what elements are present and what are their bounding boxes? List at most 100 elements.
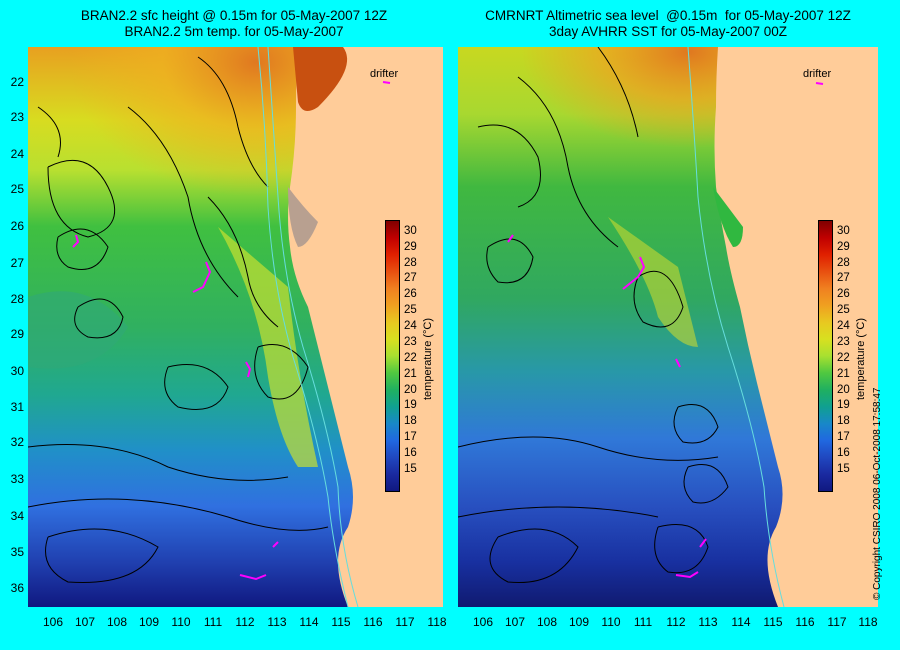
left-map-panel[interactable] xyxy=(28,47,443,607)
right-map-svg xyxy=(458,47,878,607)
left-dark-land xyxy=(293,47,348,111)
lon-label: 113 xyxy=(698,615,718,629)
right-coastal-green xyxy=(713,187,743,247)
lat-label: 23 xyxy=(10,110,24,124)
colorbar-tick-label: 30 xyxy=(837,224,850,237)
lon-label: 116 xyxy=(363,615,383,629)
left-map-svg xyxy=(28,47,443,607)
lon-label: 108 xyxy=(536,615,558,629)
left-coast-land xyxy=(288,47,443,607)
colorbar-title: temperature (°C) xyxy=(422,317,434,400)
colorbar-tick-label: 28 xyxy=(404,256,417,269)
colorbar-tick-label: 27 xyxy=(837,272,850,285)
lat-label: 24 xyxy=(10,147,24,161)
left-title-line1: BRAN2.2 sfc height @ 0.15m for 05-May-20… xyxy=(80,8,388,23)
lat-label: 32 xyxy=(10,435,24,449)
colorbar-tick-label: 27 xyxy=(404,272,417,285)
lon-label: 118 xyxy=(858,615,878,629)
left-drifter-label: drifter xyxy=(370,68,399,80)
colorbar-tick-label: 22 xyxy=(837,351,850,364)
left-contour-lines xyxy=(28,56,329,584)
lon-label: 117 xyxy=(395,615,415,629)
right-title-line2: 3day AVHRR SST for 05-May-2007 00Z xyxy=(548,24,788,39)
colorbar-gradient xyxy=(385,220,400,492)
copyright-text: © Copyright CSIRO 2008 06-Oct-2008 17:58… xyxy=(872,387,883,601)
right-coast-land xyxy=(714,47,878,607)
colorbar-tick-label: 20 xyxy=(837,383,850,396)
colorbar-tick-label: 15 xyxy=(837,463,850,475)
lat-label: 28 xyxy=(10,292,24,306)
lat-label: 36 xyxy=(10,581,24,595)
lon-label: 114 xyxy=(731,615,751,629)
lon-label: 106 xyxy=(42,615,64,629)
lat-label: 22 xyxy=(10,75,24,89)
colorbar-tick-label: 23 xyxy=(404,335,417,348)
left-panel-title: BRAN2.2 sfc height @ 0.15m for 05-May-20… xyxy=(28,8,440,40)
right-drifters xyxy=(507,82,824,579)
colorbar-title: temperature (°C) xyxy=(855,317,867,400)
lon-label: 110 xyxy=(171,615,191,629)
colorbar-tick-label: 24 xyxy=(404,320,417,333)
right-bathymetry-lines xyxy=(687,47,785,607)
colorbar-tick-label: 25 xyxy=(837,304,850,317)
right-contour-lines xyxy=(458,47,729,584)
lat-label: 25 xyxy=(10,182,24,196)
colorbar-tick-label: 16 xyxy=(837,447,850,460)
colorbar-tick-label: 29 xyxy=(837,240,850,253)
lon-label: 113 xyxy=(267,615,287,629)
lon-label: 118 xyxy=(427,615,447,629)
lat-label: 33 xyxy=(10,472,24,486)
lon-label: 117 xyxy=(827,615,847,629)
colorbar-tick-label: 21 xyxy=(404,367,417,380)
lon-label: 112 xyxy=(235,615,255,629)
lat-label: 29 xyxy=(10,327,24,341)
lon-label: 108 xyxy=(106,615,128,629)
colorbar-tick-label: 17 xyxy=(837,431,850,444)
colorbar-tick-label: 18 xyxy=(404,415,417,428)
colorbar-tick-label: 30 xyxy=(404,224,417,237)
colorbar-tick-label: 16 xyxy=(404,447,417,460)
left-grey-land xyxy=(288,187,318,247)
right-panel-title: CMRNRT Altimetric sea level @0.15m for 0… xyxy=(458,8,878,40)
lon-label: 115 xyxy=(763,615,783,629)
right-drifter-label: drifter xyxy=(803,68,832,80)
colorbar-tick-label: 20 xyxy=(404,383,417,396)
colorbar-tick-label: 24 xyxy=(837,320,850,333)
lon-label: 114 xyxy=(299,615,319,629)
lon-label: 116 xyxy=(795,615,815,629)
lon-label: 110 xyxy=(601,615,621,629)
lat-label: 27 xyxy=(10,256,24,270)
lat-label: 35 xyxy=(10,545,24,559)
colorbar-tick-label: 28 xyxy=(837,256,850,269)
colorbar-tick-label: 26 xyxy=(404,288,417,301)
colorbar-gradient xyxy=(818,220,833,492)
colorbar-tick-label: 19 xyxy=(404,399,417,412)
right-title-line1: CMRNRT Altimetric sea level @0.15m for 0… xyxy=(485,8,851,23)
lat-label: 30 xyxy=(10,364,24,378)
right-warm-tongue xyxy=(608,217,698,347)
colorbar-tick-label: 21 xyxy=(837,367,850,380)
lon-label: 115 xyxy=(331,615,351,629)
colorbar-tick-label: 22 xyxy=(404,351,417,364)
lon-label: 107 xyxy=(504,615,526,629)
colorbar-tick-label: 17 xyxy=(404,431,417,444)
lon-label: 109 xyxy=(568,615,590,629)
colorbar-tick-label: 29 xyxy=(404,240,417,253)
lat-label: 31 xyxy=(10,400,24,414)
colorbar-tick-label: 23 xyxy=(837,335,850,348)
left-warm-tongue xyxy=(218,227,318,467)
lon-label: 109 xyxy=(138,615,160,629)
lon-label: 111 xyxy=(633,615,653,629)
lon-label: 107 xyxy=(74,615,96,629)
left-bathymetry-lines xyxy=(257,47,359,607)
lon-label: 111 xyxy=(203,615,223,629)
lon-label: 112 xyxy=(666,615,686,629)
colorbar-tick-label: 26 xyxy=(837,288,850,301)
left-drifters xyxy=(72,81,391,581)
lat-label: 34 xyxy=(10,509,24,523)
right-map-panel[interactable] xyxy=(458,47,878,607)
colorbar-tick-label: 15 xyxy=(404,463,417,475)
lat-label: 26 xyxy=(10,219,24,233)
lon-label: 106 xyxy=(472,615,494,629)
colorbar-tick-label: 18 xyxy=(837,415,850,428)
